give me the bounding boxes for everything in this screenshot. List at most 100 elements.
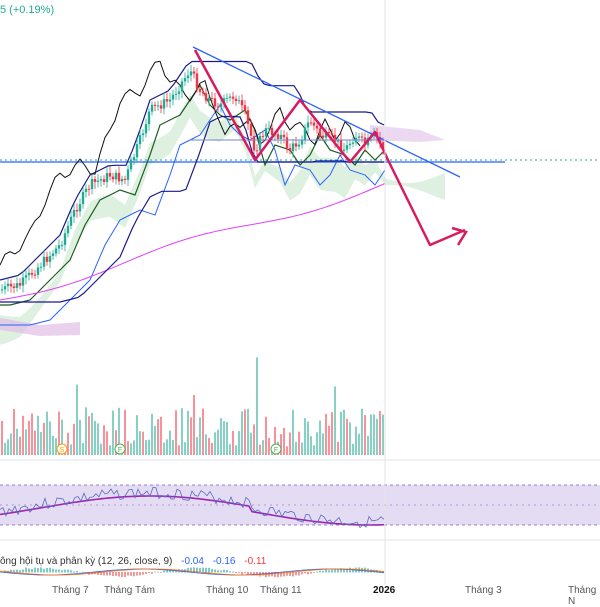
candle xyxy=(129,160,133,170)
candle xyxy=(81,191,85,205)
volume-bar xyxy=(61,419,63,455)
macd-histogram-bar xyxy=(280,572,282,577)
candle xyxy=(360,136,364,138)
candle xyxy=(249,123,253,136)
event-marker xyxy=(270,443,282,455)
macd-histogram-bar xyxy=(13,569,15,573)
macd-histogram-bar xyxy=(217,570,219,573)
volume-bar xyxy=(352,443,354,455)
macd-histogram-bar xyxy=(256,572,258,576)
macd-histogram-bar xyxy=(61,570,63,573)
volume-bar xyxy=(58,411,60,455)
macd-histogram-bar xyxy=(250,572,252,575)
macd-histogram-bar xyxy=(58,569,60,573)
macd-histogram-bar xyxy=(340,568,342,573)
ichimoku-cloud-future xyxy=(370,125,445,142)
volume-bar xyxy=(337,441,339,455)
volume-bar xyxy=(379,411,381,455)
macd-histogram-bar xyxy=(148,572,150,574)
descending-trendline xyxy=(192,46,461,178)
candle xyxy=(51,253,55,257)
event-marker-label: S xyxy=(60,447,65,454)
candle xyxy=(153,104,157,106)
macd-histogram-bar xyxy=(19,570,21,573)
x-tick-label: Tháng 10 xyxy=(206,585,249,596)
volume-bar xyxy=(184,442,186,455)
candle xyxy=(174,93,178,95)
macd-histogram-bar xyxy=(127,572,129,576)
candle xyxy=(78,204,82,212)
volume-bar xyxy=(73,423,75,455)
macd-legend: ông hội tụ và phân kỳ (12, 26, close, 9)… xyxy=(0,556,266,567)
macd-histogram-bar xyxy=(31,568,33,573)
candle xyxy=(309,122,313,124)
volume-bar xyxy=(376,418,378,455)
volume-bar xyxy=(301,442,303,455)
macd-histogram-bar xyxy=(154,571,156,573)
macd-histogram-bar xyxy=(115,572,117,576)
macd-value-2: -0.16 xyxy=(212,556,236,567)
forecast-arrow-head xyxy=(451,226,468,246)
volume-bar xyxy=(115,430,117,455)
candle xyxy=(192,71,196,74)
volume-bar xyxy=(13,408,15,455)
candle xyxy=(312,122,316,126)
macd-histogram-bar xyxy=(139,572,141,576)
volume-bar xyxy=(136,415,138,455)
volume-bar xyxy=(187,410,189,455)
volume-bar xyxy=(313,445,315,455)
macd-histogram-bar xyxy=(325,569,327,573)
macd-title: ông hội tụ và phân kỳ (12, 26, close, 9) xyxy=(0,556,173,567)
candle xyxy=(246,110,250,124)
macd-histogram-bar xyxy=(187,567,189,573)
volume-bar xyxy=(112,410,114,455)
volume-bar xyxy=(250,432,252,455)
macd-histogram-bar xyxy=(106,572,108,576)
volume-bar xyxy=(163,442,165,455)
volume-bar xyxy=(292,409,294,455)
volume-bar xyxy=(100,443,102,455)
macd-signal-line xyxy=(0,568,385,576)
volume-bar xyxy=(268,437,270,455)
macd-histogram-bar xyxy=(64,569,66,573)
volume-bar xyxy=(226,422,228,455)
volume-bar xyxy=(220,418,222,455)
candle xyxy=(105,173,109,182)
volume-bar xyxy=(196,437,198,455)
candle xyxy=(165,99,169,102)
candle xyxy=(45,256,49,262)
volume-bar xyxy=(46,411,48,455)
candle xyxy=(327,132,331,134)
candle xyxy=(39,266,43,268)
volume-bar xyxy=(88,416,90,455)
candle xyxy=(21,277,25,286)
candle xyxy=(108,173,112,177)
macd-histogram-bar xyxy=(370,569,372,573)
macd-histogram-bar xyxy=(322,570,324,573)
volume-bar xyxy=(229,444,231,455)
volume-bar xyxy=(175,410,177,455)
zigzag-pattern xyxy=(193,49,466,247)
candle xyxy=(141,133,145,136)
candle xyxy=(147,111,151,125)
macd-histogram-bar xyxy=(283,572,285,577)
volume-bar xyxy=(118,407,120,455)
volume-bar xyxy=(310,436,312,455)
candle xyxy=(198,88,202,92)
volume-bar xyxy=(367,435,369,455)
candle xyxy=(267,127,271,129)
volume-bar xyxy=(325,413,327,455)
volume-bar xyxy=(25,429,27,455)
event-marker-label: F xyxy=(274,447,278,454)
candle xyxy=(18,283,22,286)
volume-bar xyxy=(130,443,132,455)
volume-bar xyxy=(283,428,285,455)
candle xyxy=(90,179,94,190)
candle xyxy=(288,147,292,152)
candle xyxy=(189,71,193,76)
ichimoku-cloud-bearish xyxy=(0,318,80,336)
volume-bar xyxy=(154,425,156,455)
macd-histogram-bar xyxy=(121,572,123,578)
